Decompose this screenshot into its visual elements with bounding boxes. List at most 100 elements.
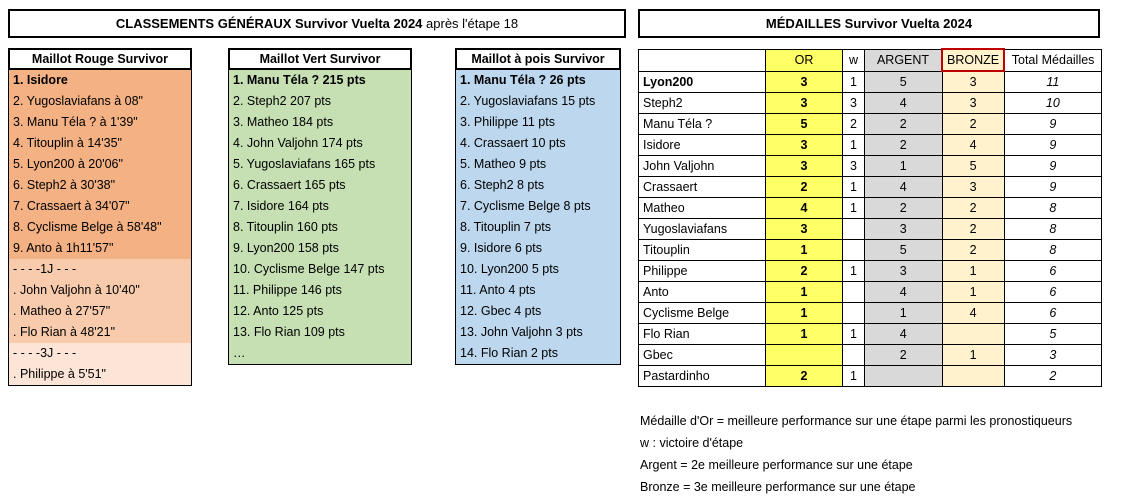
medailles-cell-total: 8 — [1003, 239, 1103, 261]
medailles-header-or: OR — [765, 48, 843, 72]
medailles-cell-bronze: 2 — [941, 218, 1005, 240]
ranking-row: 10. Lyon200 5 pts — [456, 259, 620, 280]
ranking-row: 5. Yugoslaviafans 165 pts — [229, 154, 411, 175]
ranking-row: 9. Lyon200 158 pts — [229, 238, 411, 259]
medailles-cell-bronze: 4 — [941, 302, 1005, 324]
medailles-cell-argent: 5 — [864, 70, 943, 93]
medailles-cell-w: 3 — [842, 155, 865, 177]
ranking-row: 5. Matheo 9 pts — [456, 154, 620, 175]
medailles-row: Flo Rian 1 1 4 5 — [638, 323, 1103, 345]
medailles-cell-bronze: 2 — [941, 197, 1005, 219]
classements-title-main: CLASSEMENTS GÉNÉRAUX Survivor Vuelta 202… — [115, 16, 423, 31]
medailles-row: Pastardinho 2 1 2 — [638, 365, 1103, 387]
medailles-cell-argent: 2 — [864, 197, 943, 219]
medailles-cell-total: 9 — [1003, 113, 1103, 135]
medailles-row: Philippe 2 1 3 1 6 — [638, 260, 1103, 282]
medailles-cell-w — [842, 344, 865, 366]
medailles-row: Lyon200 3 1 5 3 11 — [638, 70, 1103, 93]
medailles-cell-total: 10 — [1003, 92, 1103, 114]
medailles-cell-bronze — [941, 365, 1005, 387]
ranking-row: 4. Titouplin à 14'35" — [9, 133, 191, 154]
medailles-cell-argent — [864, 365, 943, 387]
ranking-row: 8. Cyclisme Belge à 58'48" — [9, 217, 191, 238]
ranking-row: 9. Anto à 1h11'57" — [9, 238, 191, 259]
medailles-cell-bronze — [941, 323, 1005, 345]
legend-line-w: w : victoire d'étape — [640, 436, 744, 450]
medailles-cell-w — [842, 281, 865, 303]
medailles-table: OR w ARGENT BRONZE Total Médailles Lyon200 3 1 5… — [638, 48, 1103, 387]
medailles-cell-argent: 4 — [864, 323, 943, 345]
medailles-cell-argent: 4 — [864, 176, 943, 198]
medailles-cell-name: Yugoslaviafans — [638, 218, 766, 240]
medailles-cell-or: 1 — [765, 239, 843, 261]
maillot-vert-header: Maillot Vert Survivor — [228, 48, 412, 70]
medailles-cell-w: 1 — [842, 365, 865, 387]
medailles-cell-name: Manu Téla ? — [638, 113, 766, 135]
medailles-row: Anto 1 4 1 6 — [638, 281, 1103, 303]
ranking-row: 13. Flo Rian 109 pts — [229, 322, 411, 343]
ranking-row: 11. Anto 4 pts — [456, 280, 620, 301]
medailles-cell-total: 9 — [1003, 155, 1103, 177]
ranking-row: . Matheo à 27'57" — [9, 301, 191, 322]
medailles-cell-argent: 2 — [864, 344, 943, 366]
medailles-cell-name: Philippe — [638, 260, 766, 282]
medailles-header-bronze: BRONZE — [940, 48, 1006, 72]
ranking-row: 5. Lyon200 à 20'06" — [9, 154, 191, 175]
medailles-cell-total: 9 — [1003, 176, 1103, 198]
medailles-cell-name: Isidore — [638, 134, 766, 156]
medailles-header-name — [638, 48, 766, 72]
ranking-row: 1. Isidore — [9, 70, 191, 91]
ranking-row: 4. Crassaert 10 pts — [456, 133, 620, 154]
medailles-cell-w: 1 — [842, 197, 865, 219]
medailles-header-argent: ARGENT — [864, 48, 943, 72]
medailles-cell-bronze: 3 — [941, 70, 1005, 93]
medailles-cell-or: 3 — [765, 155, 843, 177]
medailles-cell-w — [842, 239, 865, 261]
medailles-cell-bronze: 3 — [941, 92, 1005, 114]
medailles-cell-w — [842, 218, 865, 240]
ranking-row: 14. Flo Rian 2 pts — [456, 343, 620, 364]
ranking-row: 8. Titouplin 7 pts — [456, 217, 620, 238]
medailles-cell-name: Gbec — [638, 344, 766, 366]
ranking-row: 6. Crassaert 165 pts — [229, 175, 411, 196]
ranking-row: 7. Cyclisme Belge 8 pts — [456, 196, 620, 217]
medailles-cell-or — [765, 344, 843, 366]
medailles-cell-w: 1 — [842, 323, 865, 345]
ranking-row: 7. Isidore 164 pts — [229, 196, 411, 217]
medailles-cell-w: 1 — [842, 260, 865, 282]
ranking-row: 2. Yugoslaviafans 15 pts — [456, 91, 620, 112]
medailles-cell-w: 1 — [842, 176, 865, 198]
medailles-row: Cyclisme Belge 1 1 4 6 — [638, 302, 1103, 324]
medailles-header-total: Total Médailles — [1003, 48, 1103, 72]
legend: Médaille d'Or = meilleure performance su… — [640, 410, 1072, 498]
ranking-row: 12. Anto 125 pts — [229, 301, 411, 322]
maillot-rouge-list: 1. Isidore 2. Yugoslaviafans à 08" 3. Manu… — [8, 70, 192, 386]
medailles-row: Isidore 3 1 2 4 9 — [638, 134, 1103, 156]
ranking-row: 1. Manu Téla ? 26 pts — [456, 70, 620, 91]
medailles-cell-w: 1 — [842, 134, 865, 156]
medailles-cell-bronze: 5 — [941, 155, 1005, 177]
medailles-cell-name: Steph2 — [638, 92, 766, 114]
ranking-row: 2. Steph2 207 pts — [229, 91, 411, 112]
medailles-cell-total: 6 — [1003, 302, 1103, 324]
legend-line-argent: Argent = 2e meilleure performance sur un… — [640, 458, 913, 472]
medailles-row: Manu Téla ? 5 2 2 2 9 — [638, 113, 1103, 135]
legend-line-or: Médaille d'Or = meilleure performance su… — [640, 414, 1073, 428]
ranking-row: 4. John Valjohn 174 pts — [229, 133, 411, 154]
medailles-cell-argent: 1 — [864, 302, 943, 324]
medailles-cell-or: 3 — [765, 92, 843, 114]
medailles-cell-argent: 3 — [864, 260, 943, 282]
medailles-cell-argent: 2 — [864, 134, 943, 156]
maillot-rouge-header: Maillot Rouge Survivor — [8, 48, 192, 70]
medailles-cell-name: Lyon200 — [638, 70, 766, 93]
medailles-cell-bronze: 4 — [941, 134, 1005, 156]
medailles-cell-argent: 5 — [864, 239, 943, 261]
medailles-cell-name: Matheo — [638, 197, 766, 219]
medailles-cell-w: 2 — [842, 113, 865, 135]
medailles-cell-bronze: 1 — [941, 260, 1005, 282]
medailles-row: Yugoslaviafans 3 3 2 8 — [638, 218, 1103, 240]
medailles-cell-bronze: 2 — [941, 239, 1005, 261]
medailles-cell-w — [842, 302, 865, 324]
medailles-row: Crassaert 2 1 4 3 9 — [638, 176, 1103, 198]
maillot-vert-list: 1. Manu Téla ? 215 pts 2. Steph2 207 pts 3… — [228, 70, 412, 365]
